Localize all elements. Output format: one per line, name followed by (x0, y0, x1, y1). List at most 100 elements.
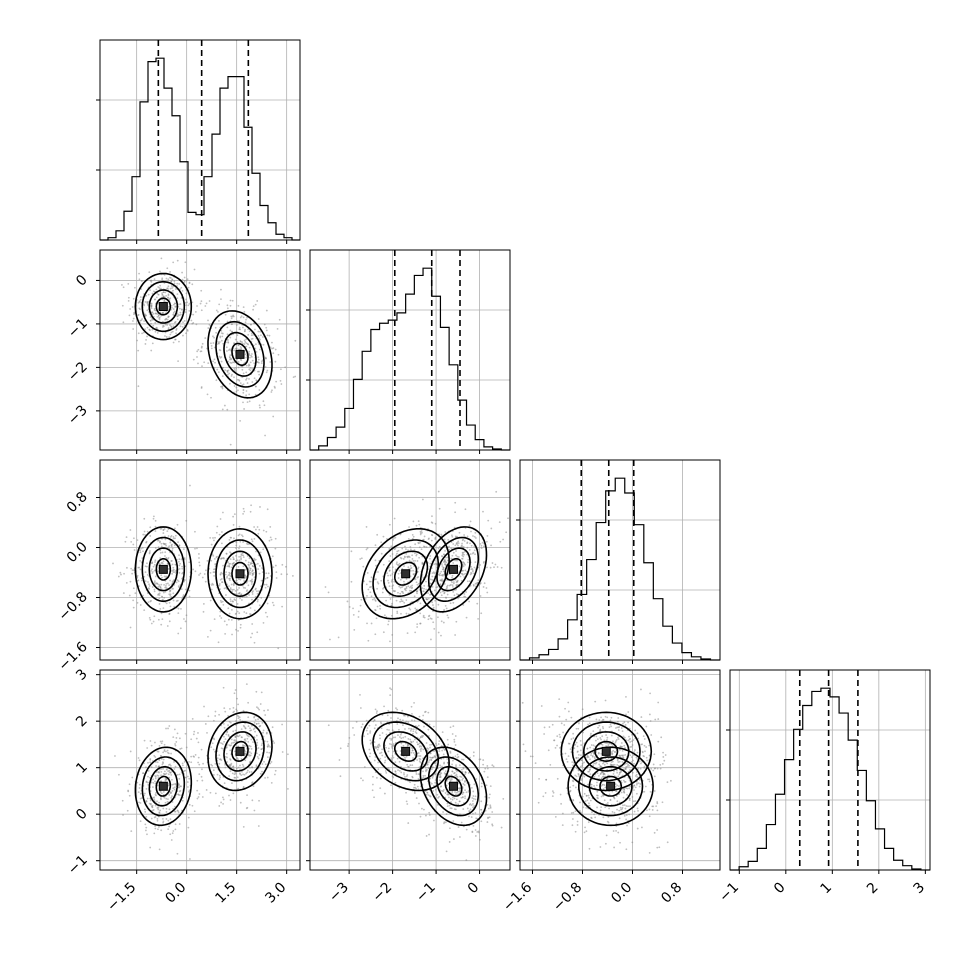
scatter-point (148, 271, 151, 274)
scatter-point (357, 610, 360, 613)
scatter-point (440, 563, 443, 565)
scatter-point (380, 579, 383, 582)
scatter-point (244, 568, 247, 571)
scatter-point (472, 535, 474, 537)
scatter-point (489, 785, 492, 787)
scatter-point (220, 298, 222, 301)
scatter-point (239, 555, 242, 558)
scatter-point (460, 768, 463, 771)
scatter-point (189, 484, 191, 487)
scatter-point (249, 727, 251, 730)
scatter-point (208, 323, 211, 326)
scatter-point (258, 604, 261, 607)
scatter-point (406, 803, 409, 805)
y-tick-label: −1 (65, 315, 91, 341)
scatter-point (491, 824, 494, 827)
scatter-point (235, 708, 238, 711)
scatter-point (383, 761, 386, 764)
scatter-point (413, 701, 415, 704)
scatter-point (494, 563, 497, 566)
scatter-point (260, 596, 263, 599)
scatter-point (267, 572, 270, 575)
scatter-point (228, 571, 231, 574)
scatter-point (172, 341, 175, 344)
scatter-point (188, 790, 190, 793)
scatter-point (407, 585, 410, 588)
scatter-point (474, 582, 477, 585)
scatter-point (245, 338, 248, 341)
scatter-point (173, 282, 176, 285)
scatter-point (246, 737, 249, 740)
scatter-point (140, 547, 142, 550)
scatter-point (252, 728, 255, 731)
scatter-point (272, 604, 275, 607)
scatter-point (274, 360, 277, 363)
scatter-point (114, 755, 116, 757)
scatter-point (425, 793, 428, 796)
scatter-point (564, 752, 567, 755)
scatter-point (397, 572, 400, 575)
scatter-point (222, 686, 225, 689)
scatter-point (599, 809, 602, 812)
scatter-point (173, 303, 175, 306)
contour-2-sigma (361, 711, 450, 792)
scatter-point (158, 287, 161, 289)
scatter-point (237, 735, 240, 738)
scatter-point (262, 548, 265, 551)
scatter-point (576, 820, 579, 823)
contour-2-sigma (134, 272, 193, 341)
scatter-point (453, 594, 456, 597)
scatter-point (164, 323, 167, 326)
scatter-point (128, 314, 131, 317)
scatter-point (429, 562, 432, 565)
scatter-point (255, 343, 257, 346)
scatter-point (419, 530, 422, 533)
scatter-point (444, 531, 447, 533)
scatter-point (538, 777, 540, 780)
scatter-point (251, 359, 254, 362)
scatter-point (466, 546, 469, 549)
scatter-point (492, 765, 495, 768)
scatter-point (242, 316, 245, 319)
scatter-point (370, 576, 373, 579)
scatter-point (424, 774, 427, 777)
scatter-point (214, 361, 216, 364)
scatter-point (268, 751, 271, 754)
scatter-point (416, 743, 419, 746)
scatter-point (281, 751, 284, 753)
scatter-point (238, 559, 241, 562)
scatter-point (214, 563, 217, 565)
scatter-point (137, 314, 140, 316)
scatter-point (260, 334, 262, 337)
scatter-point (440, 745, 443, 747)
scatter-point (421, 563, 424, 566)
contour-0.5-sigma (393, 561, 418, 586)
scatter-point (158, 812, 161, 814)
scatter-point (160, 758, 163, 760)
scatter-point (160, 798, 162, 801)
scatter-point (458, 788, 461, 790)
scatter-point (231, 633, 233, 636)
scatter-point (483, 560, 485, 563)
panel-frame (309, 249, 511, 451)
scatter-point (249, 361, 252, 364)
scatter-point (428, 614, 431, 617)
scatter-point (195, 737, 198, 740)
scatter-point (635, 783, 638, 786)
scatter-point (158, 585, 161, 588)
scatter-point (178, 773, 181, 776)
scatter-point (455, 559, 457, 562)
scatter-point (158, 583, 160, 586)
scatter-point (247, 584, 250, 587)
x-tick-label: 0 (465, 880, 483, 898)
scatter-point (245, 683, 248, 686)
scatter-point (228, 794, 230, 797)
scatter-point (154, 298, 156, 301)
scatter-point (661, 801, 664, 804)
scatter-point (206, 559, 209, 562)
scatter-point (141, 797, 143, 799)
scatter-point (438, 748, 441, 751)
scatter-point (157, 593, 160, 595)
scatter-points (112, 484, 294, 650)
scatter-point (192, 568, 195, 571)
